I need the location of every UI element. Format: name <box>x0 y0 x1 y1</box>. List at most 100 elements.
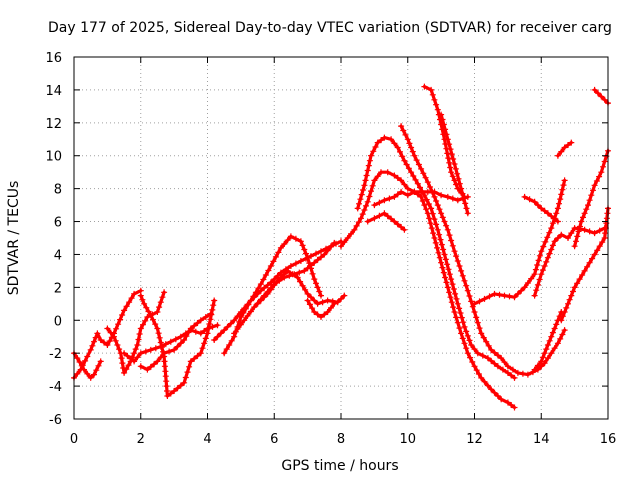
data-point-marker <box>254 300 261 307</box>
chart-title: Day 177 of 2025, Sidereal Day-to-day VTE… <box>48 20 612 36</box>
data-point-marker <box>261 294 268 301</box>
data-point-marker <box>301 246 308 253</box>
data-point-marker <box>121 307 128 314</box>
data-point-marker <box>548 213 555 220</box>
data-point-marker <box>136 331 143 337</box>
data-point-marker <box>149 311 156 318</box>
data-point-marker <box>436 231 443 238</box>
data-point-marker <box>197 317 204 324</box>
data-point-marker <box>473 314 480 321</box>
data-point-marker <box>430 230 437 237</box>
data-point-marker <box>571 243 578 250</box>
data-point-marker <box>539 354 546 361</box>
data-point-marker <box>471 346 478 353</box>
data-point-marker <box>558 231 565 238</box>
data-point-marker <box>601 96 608 103</box>
data-point-marker <box>466 293 473 299</box>
data-point-marker <box>131 290 138 297</box>
data-point-marker <box>194 320 201 326</box>
data-point-marker <box>183 333 190 340</box>
data-point-marker <box>431 193 438 200</box>
data-point-marker <box>143 304 150 311</box>
data-point-marker <box>185 329 192 336</box>
data-point-marker <box>594 247 601 254</box>
data-point-marker <box>92 334 99 341</box>
data-point-marker <box>207 316 214 323</box>
data-point-marker <box>275 249 282 256</box>
data-point-marker <box>435 249 442 256</box>
data-point-marker <box>534 281 541 288</box>
data-point-marker <box>481 378 488 385</box>
data-point-marker <box>444 136 451 143</box>
data-point-marker <box>157 299 164 306</box>
data-point-marker <box>328 243 334 250</box>
x-tick-label: 6 <box>270 432 278 447</box>
data-point-marker <box>211 337 218 343</box>
data-point-marker <box>202 335 209 342</box>
data-point-marker <box>318 248 324 255</box>
data-point-marker <box>596 173 603 180</box>
data-point-marker <box>433 101 440 108</box>
data-point-marker <box>448 276 455 283</box>
data-point-marker <box>414 191 421 198</box>
data-point-marker <box>554 235 561 241</box>
data-point-marker <box>436 206 443 213</box>
y-tick-label: 6 <box>54 216 62 231</box>
data-point-marker <box>544 234 551 241</box>
data-point-marker <box>491 349 498 356</box>
data-point-marker <box>97 337 104 343</box>
data-point-marker <box>565 300 571 307</box>
data-point-marker <box>431 235 438 241</box>
data-point-marker <box>533 287 540 294</box>
data-point-marker <box>97 358 104 365</box>
data-point-marker <box>328 304 334 311</box>
data-point-marker <box>101 339 107 346</box>
data-point-marker <box>182 374 189 381</box>
data-point-marker <box>391 218 398 225</box>
data-point-marker <box>74 355 81 362</box>
data-point-marker <box>573 238 579 245</box>
data-point-marker <box>186 363 193 370</box>
data-point-marker <box>444 261 451 268</box>
data-point-marker <box>398 188 405 195</box>
data-point-marker <box>571 225 578 232</box>
data-point-marker <box>281 271 288 278</box>
data-point-marker <box>440 121 447 128</box>
data-point-marker <box>360 187 366 193</box>
data-point-marker <box>438 210 445 217</box>
data-point-marker <box>313 250 319 257</box>
data-point-marker <box>381 210 388 217</box>
data-point-marker <box>161 350 168 357</box>
data-point-marker <box>126 299 133 306</box>
data-point-marker <box>473 367 480 374</box>
data-point-marker <box>456 180 463 187</box>
data-point-marker <box>558 148 565 155</box>
axis-ticks: 0 2 4 6 8 10 12 14 16 -6 -4 -2 0 2 4 6 8 10 12 14 16 <box>45 51 616 447</box>
data-point-marker <box>401 181 408 188</box>
data-point-marker <box>443 279 450 286</box>
data-point-marker <box>174 385 181 392</box>
data-point-marker <box>89 342 96 349</box>
data-point-marker <box>463 282 470 289</box>
data-point-marker <box>234 313 241 320</box>
data-point-marker <box>554 218 561 225</box>
data-point-marker <box>318 292 324 299</box>
data-point-marker <box>348 230 354 237</box>
data-point-marker <box>536 276 543 283</box>
data-point-marker <box>237 314 244 320</box>
data-point-marker <box>371 215 378 222</box>
data-point-marker <box>131 350 138 357</box>
data-point-marker <box>405 165 412 172</box>
data-point-marker <box>438 192 445 199</box>
data-point-marker <box>398 224 405 230</box>
data-point-marker <box>134 354 141 361</box>
data-point-marker <box>447 164 454 171</box>
data-point-marker <box>526 196 533 203</box>
data-point-marker <box>82 357 89 364</box>
data-point-marker <box>448 299 455 306</box>
data-point-marker <box>274 277 281 284</box>
data-point-marker <box>421 202 428 209</box>
data-point-marker <box>214 333 221 340</box>
data-point-marker <box>458 314 465 321</box>
data-point-marker <box>376 199 383 206</box>
